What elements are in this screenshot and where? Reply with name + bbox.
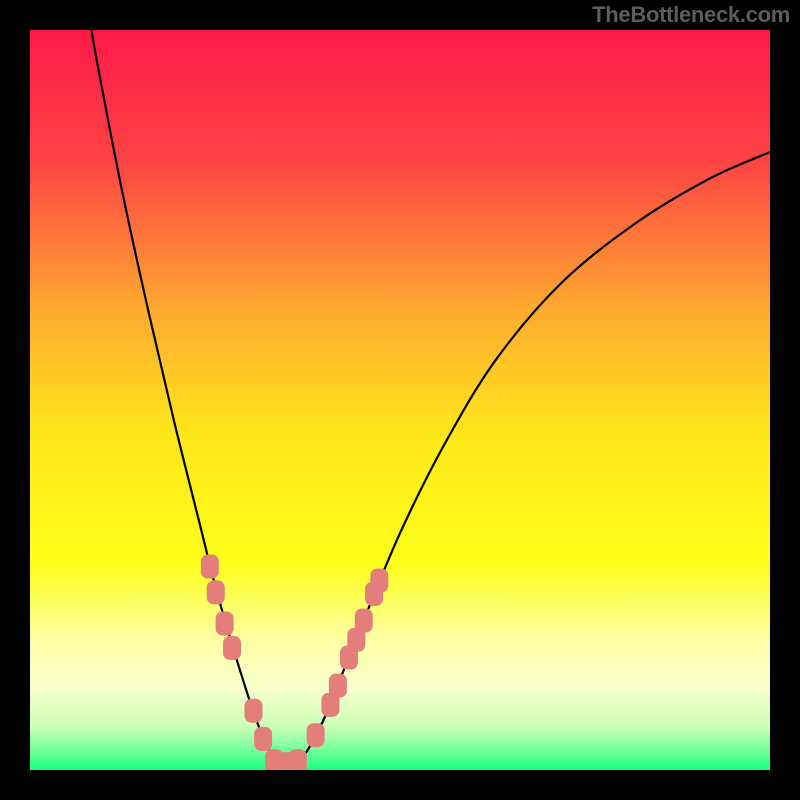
curve-marker bbox=[355, 609, 373, 633]
curve-marker bbox=[254, 727, 272, 751]
curve-marker bbox=[289, 749, 307, 773]
curve-marker bbox=[307, 723, 325, 747]
curve-marker bbox=[201, 555, 219, 579]
curve-marker bbox=[370, 569, 388, 593]
plot-background bbox=[30, 30, 770, 770]
chart-container: TheBottleneck.com bbox=[0, 0, 800, 800]
curve-marker bbox=[223, 636, 241, 660]
curve-marker bbox=[216, 611, 234, 635]
curve-marker bbox=[329, 674, 347, 698]
curve-marker bbox=[244, 699, 262, 723]
bottleneck-plot bbox=[0, 0, 800, 800]
curve-marker bbox=[207, 580, 225, 604]
